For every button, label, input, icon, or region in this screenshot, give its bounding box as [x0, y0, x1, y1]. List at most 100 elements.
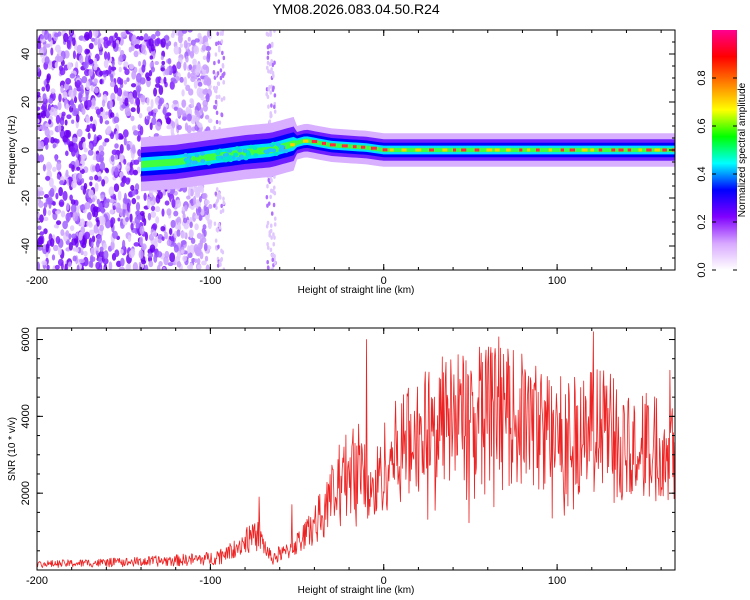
spectrogram-noise-cell	[70, 199, 76, 205]
spectrogram-noise-cell	[180, 231, 186, 239]
spectrogram-noise-cell	[195, 116, 200, 126]
spectrogram-column-cell	[272, 73, 275, 79]
spectrogram-noise-cell	[38, 235, 44, 246]
spectrogram-transition-cell	[223, 158, 229, 163]
spectrogram-noise-cell	[189, 230, 194, 238]
spectrogram-noise-cell	[129, 213, 133, 223]
spectrogram-noise-cell	[89, 123, 94, 129]
spectrogram-noise-cell	[43, 30, 50, 41]
spectrogram-noise-cell	[205, 45, 212, 52]
spectrogram-noise-cell	[128, 250, 135, 259]
spectrogram-noise-cell	[108, 186, 115, 196]
spectrogram-noise-cell	[114, 154, 119, 161]
spectrogram-x-axis-label: Height of straight line (km)	[298, 285, 415, 296]
spectrogram-noise-cell	[119, 152, 124, 162]
spectrogram-noise-cell	[56, 220, 62, 226]
spectrogram-noise-cell	[41, 102, 48, 110]
spectrogram-noise-cell	[80, 136, 86, 143]
spectrogram-noise-cell	[189, 244, 196, 255]
spectrogram-noise-cell	[119, 135, 124, 140]
spectrogram-column-cell	[221, 208, 225, 213]
spectrogram-noise-cell	[111, 60, 115, 67]
spectrogram-column-cell	[218, 260, 222, 265]
spectrogram-noise-cell	[136, 195, 141, 200]
spectrogram-noise-cell	[119, 171, 124, 178]
spectrogram-noise-cell	[93, 64, 98, 71]
spectrogram-noise-cell	[76, 128, 83, 138]
spectrogram-column-cell	[218, 225, 222, 230]
x-tick-label: -200	[26, 275, 48, 287]
spectrogram-noise-cell	[171, 121, 176, 129]
spectrogram-noise-cell	[196, 232, 203, 239]
spectrogram-noise-cell	[130, 115, 135, 122]
spectrogram-noise-cell	[143, 218, 147, 226]
spectrogram-noise-cell	[139, 225, 145, 235]
spectrogram-noise-cell	[76, 264, 80, 270]
spectrogram-noise-cell	[60, 84, 64, 94]
spectrogram-noise-cell	[110, 240, 115, 251]
spectrogram-noise-cell	[98, 51, 103, 56]
spectrogram-noise-cell	[116, 95, 121, 101]
spectrogram-noise-cell	[88, 229, 95, 236]
spectrogram-noise-cell	[127, 234, 132, 243]
spectrogram-noise-cell	[80, 250, 84, 256]
spectrogram-transition-cell	[206, 161, 212, 166]
spectrogram-noise-cell	[150, 34, 156, 40]
colorbar-tick-label: 0.8	[696, 70, 708, 85]
spectrogram-noise-cell	[131, 197, 137, 205]
spectrogram-noise-cell	[78, 104, 82, 112]
spectrogram-noise-cell	[68, 89, 74, 98]
spectrogram-noise-cell	[194, 214, 200, 219]
spectrogram-noise-cell	[72, 110, 79, 117]
spectrogram-noise-cell	[105, 126, 112, 135]
spectrogram-noise-cell	[187, 187, 191, 198]
y-tick-label: 4000	[20, 404, 32, 428]
spectrogram-noise-cell	[105, 168, 110, 174]
spectrogram-noise-cell	[181, 99, 186, 108]
spectrogram-column-cell	[268, 119, 272, 124]
spectrogram-noise-cell	[122, 208, 126, 218]
spectrogram-noise-cell	[154, 61, 159, 66]
spectrogram-noise-cell	[53, 224, 59, 229]
spectrogram-noise-cell	[60, 210, 66, 218]
spectrogram-peak-cell	[389, 148, 394, 152]
y-tick-label: 6000	[20, 327, 32, 351]
spectrogram-noise-cell	[108, 261, 113, 270]
spectrogram-noise-cell	[156, 264, 161, 270]
spectrogram-noise-cell	[37, 244, 43, 251]
spectrogram-noise-cell	[207, 221, 212, 230]
spectrogram-noise-cell	[148, 69, 153, 77]
spectrogram-noise-cell	[138, 113, 143, 119]
spectrogram-noise-cell	[203, 205, 207, 212]
spectrogram-noise-cell	[110, 66, 117, 71]
spectrogram-noise-cell	[51, 254, 56, 261]
spectrogram-noise-cell	[47, 103, 52, 111]
spectrogram-noise-cell	[47, 209, 52, 216]
snr-y-axis-label: SNR (10 * v/v)	[7, 417, 18, 481]
spectrogram-noise-cell	[187, 30, 193, 33]
spectrogram-column-cell	[220, 203, 223, 209]
spectrogram-noise-cell	[155, 76, 161, 85]
spectrogram-noise-cell	[110, 154, 115, 162]
spectrogram-noise-cell	[201, 260, 207, 266]
spectrogram-noise-cell	[44, 56, 50, 65]
spectrogram-noise-cell	[53, 108, 58, 118]
spectrogram-noise-cell	[152, 223, 158, 231]
spectrogram-noise-cell	[43, 194, 50, 199]
spectrogram-noise-cell	[58, 186, 64, 197]
spectrogram-peak-cell	[302, 139, 309, 143]
spectrogram-noise-cell	[65, 77, 72, 85]
spectrogram-peak-cell	[548, 148, 552, 152]
spectrogram-noise-cell	[193, 80, 198, 89]
spectrogram-column-cell	[222, 71, 226, 76]
spectrogram-transition-cell	[248, 144, 254, 149]
spectrogram-noise-cell	[133, 159, 140, 165]
spectrogram-noise-cell	[58, 199, 65, 208]
spectrogram-noise-cell	[37, 153, 40, 163]
spectrogram-noise-cell	[88, 68, 93, 77]
spectrogram-peak-cell	[486, 148, 493, 152]
spectrogram-noise-cell	[103, 51, 108, 60]
spectrogram-peak-cell	[352, 145, 357, 149]
spectrogram-noise-cell	[83, 182, 88, 190]
spectrogram-noise-cell	[206, 53, 211, 63]
